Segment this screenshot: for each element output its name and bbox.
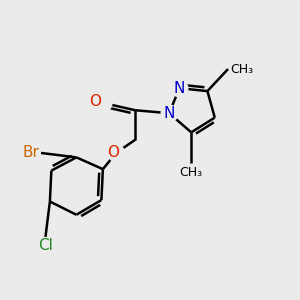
Text: CH₃: CH₃ — [180, 166, 203, 178]
Text: O: O — [89, 94, 101, 109]
Text: O: O — [107, 146, 119, 160]
Text: Cl: Cl — [38, 238, 53, 253]
Text: Br: Br — [23, 146, 40, 160]
Text: N: N — [164, 106, 175, 121]
Text: CH₃: CH₃ — [230, 62, 254, 76]
Text: N: N — [174, 81, 185, 96]
